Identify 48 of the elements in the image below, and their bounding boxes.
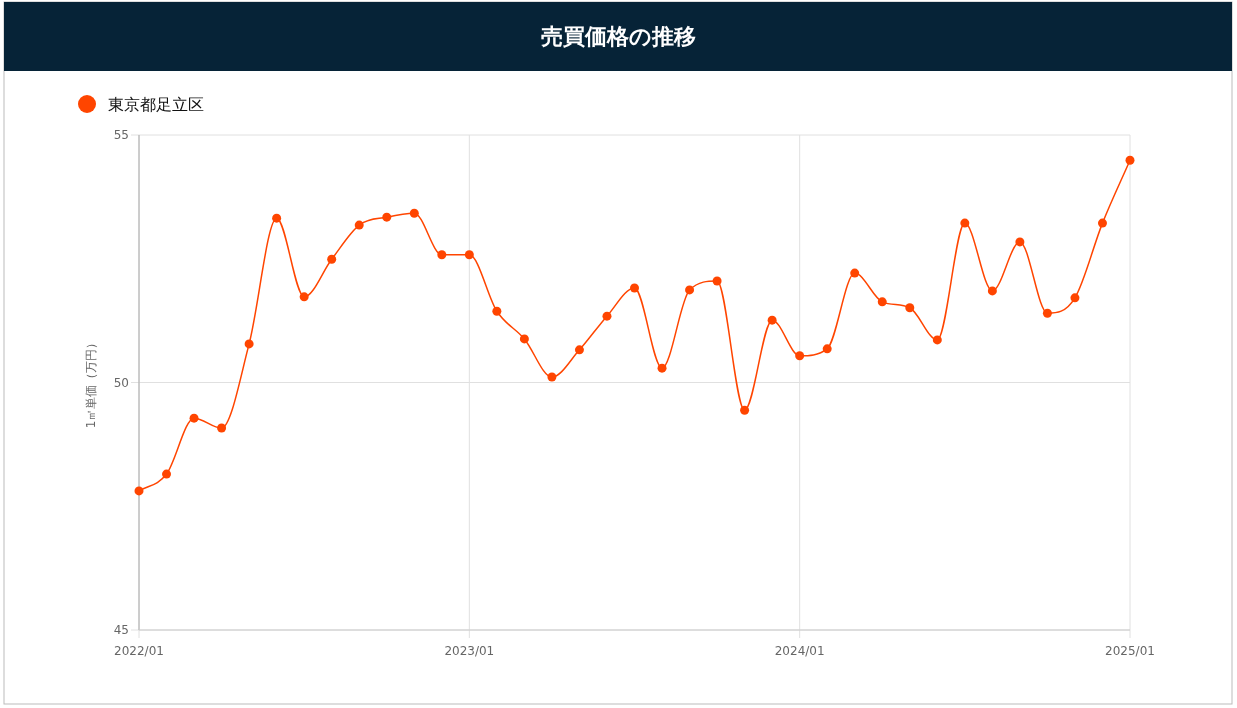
point — [574, 345, 584, 355]
y-tick-label: 50 — [113, 375, 129, 390]
point — [519, 334, 529, 344]
point — [960, 218, 970, 228]
point — [850, 268, 860, 278]
point — [492, 306, 502, 316]
point — [905, 303, 915, 313]
point — [464, 250, 474, 260]
point — [712, 276, 722, 286]
point — [162, 469, 172, 479]
point — [1070, 293, 1080, 303]
point — [1042, 308, 1052, 318]
point — [327, 254, 337, 264]
point — [822, 344, 832, 354]
point — [299, 292, 309, 302]
x-tick-label: 2025/01 — [1105, 644, 1155, 658]
point — [1097, 218, 1107, 228]
y-tick-label: 45 — [113, 623, 129, 637]
point — [795, 351, 805, 361]
point — [932, 335, 942, 345]
point — [767, 315, 777, 325]
point — [657, 363, 667, 373]
point — [740, 405, 750, 415]
x-tick-label: 2024/01 — [774, 644, 825, 658]
point — [1015, 237, 1025, 247]
point — [382, 212, 392, 222]
point — [987, 286, 997, 296]
point — [877, 297, 887, 307]
point — [189, 413, 199, 423]
x-tick-label: 2022/01 — [114, 644, 164, 658]
point — [272, 213, 282, 223]
point — [354, 220, 364, 230]
point — [602, 311, 612, 321]
x-tick-label: 2023/01 — [444, 644, 495, 658]
point — [217, 423, 227, 433]
legend-label: 東京都足立区 — [108, 95, 204, 114]
chart-title: 売買価格の推移 — [540, 24, 696, 49]
point — [1125, 155, 1135, 165]
point — [244, 339, 254, 349]
point — [685, 285, 695, 295]
point — [437, 250, 447, 260]
point — [134, 486, 144, 496]
point — [409, 208, 419, 218]
point — [547, 372, 557, 382]
legend: 東京都足立区 — [78, 95, 204, 114]
point — [630, 283, 639, 293]
y-axis-title: 1㎡単価（万円） — [84, 336, 98, 429]
y-tick-label: 55 — [113, 128, 129, 142]
